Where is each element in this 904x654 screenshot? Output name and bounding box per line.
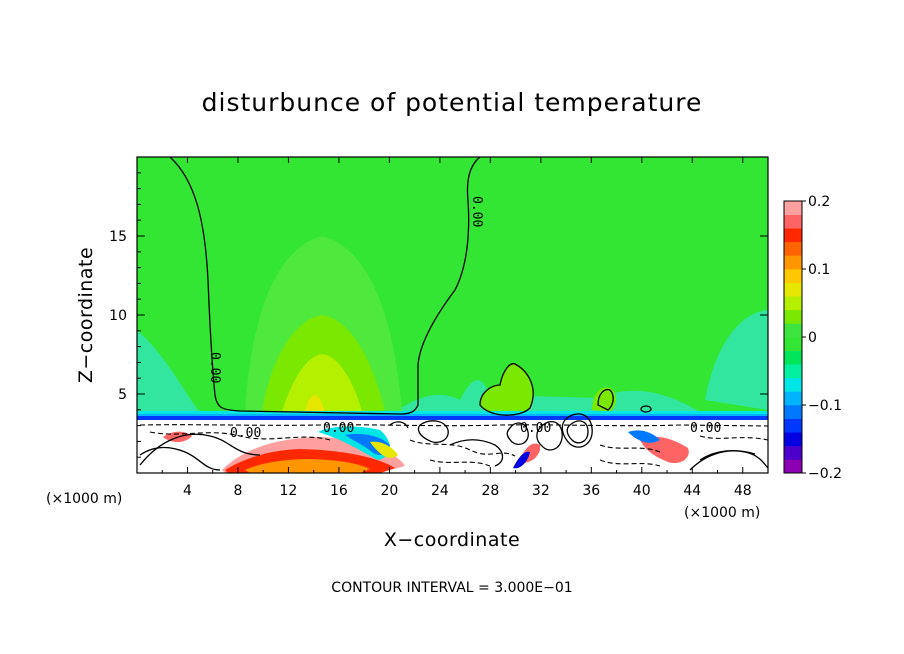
contours: [139, 157, 768, 471]
x-tick-label: 28: [481, 483, 499, 499]
bubble-37km: [592, 387, 616, 412]
colorbar-swatch: [784, 241, 802, 256]
y-tick-label: 10: [109, 308, 127, 324]
x-tick-label: 32: [532, 483, 550, 499]
y-tick-label: 15: [109, 229, 127, 245]
warm-core: [282, 354, 362, 412]
x-tick-label: 16: [330, 483, 348, 499]
colorbar-tick-label: −0.2: [808, 466, 842, 482]
colorbar: [783, 200, 803, 474]
colorbar-swatch: [784, 459, 802, 474]
contour-small-ring: [640, 405, 652, 413]
contour-label: 0.00: [520, 421, 551, 436]
bl-convective-blue: [513, 451, 530, 469]
y-axis-label: Z−coordinate: [75, 247, 97, 383]
contour-label: 0.00: [690, 421, 721, 436]
contour-37km-bubble: [597, 388, 614, 411]
chart-title: disturbunce of potential temperature: [202, 88, 703, 117]
colorbar-swatch: [784, 323, 802, 338]
colorbar-ticks: 0.2 0.1 0 −0.1 −0.2: [802, 194, 842, 482]
colorbar-swatch: [784, 418, 802, 433]
contour-interval-note: CONTOUR INTERVAL = 3.000E−01: [331, 580, 572, 596]
x-tick-label: 36: [582, 483, 600, 499]
contour-zero-left: [169, 157, 481, 415]
colorbar-swatch: [784, 296, 802, 311]
warm-core-2: [305, 395, 325, 412]
contour-cell-4: [506, 422, 529, 446]
inversion-blue: [137, 416, 768, 420]
contour-cell-5: [417, 420, 449, 444]
colorbar-tick-label: −0.1: [808, 398, 842, 414]
plot-area: [137, 157, 768, 473]
contour-labels: 0.00 0.00 0.00 0.00 0.00 0.00: [207, 196, 721, 441]
contour-cell-1: [536, 421, 563, 451]
colorbar-swatch: [784, 432, 802, 447]
x-tick-label: 4: [183, 483, 192, 499]
colorbar-swatch: [784, 309, 802, 324]
contour-label: 0.00: [207, 352, 222, 383]
x-axis-ticks: 4 8 12 16 20 24 28 32 36 40 44 48: [161, 157, 752, 499]
colorbar-tick-label: 0.2: [808, 194, 830, 210]
dashed-contour-5: [699, 435, 768, 441]
colorbar-swatch: [784, 377, 802, 392]
x-tick-label: 48: [734, 483, 752, 499]
contour-label: 0.00: [469, 196, 484, 227]
bl-right-blue: [628, 430, 660, 443]
y-unit-label: (×1000 m): [46, 491, 122, 507]
contour-cell-2: [561, 413, 593, 448]
colorbar-swatch: [784, 255, 802, 270]
cool-band: [137, 330, 200, 415]
x-tick-label: 8: [233, 483, 242, 499]
x-tick-label: 20: [380, 483, 398, 499]
dashed-contours: [139, 424, 768, 467]
colorbar-swatch: [784, 337, 802, 351]
x-tick-label: 44: [683, 483, 701, 499]
colorbar-tick-label: 0.1: [808, 262, 830, 278]
colorbar-swatch: [784, 282, 802, 297]
bl-yellow: [370, 441, 398, 458]
contour-bl-5: [699, 449, 756, 461]
cool-band-mid: [395, 380, 700, 412]
colorbar-swatch: [784, 364, 802, 379]
x-tick-label: 40: [633, 483, 651, 499]
dashed-contour-2: [149, 431, 331, 441]
contour-bl-3: [449, 439, 504, 467]
colorbar-swatch: [784, 228, 802, 243]
y-axis-ticks: 5 10 15: [109, 172, 768, 458]
colorbar-swatch: [784, 214, 802, 229]
x-tick-label: 24: [431, 483, 449, 499]
colorbar-tick-label: 0: [808, 330, 817, 346]
bubble-30km: [480, 363, 534, 416]
colorbar-swatch: [784, 405, 802, 419]
contour-label: 0.00: [230, 426, 261, 441]
contour-cell-3: [566, 420, 589, 444]
y-tick-label: 5: [118, 387, 127, 403]
contour-cell-6: [389, 421, 409, 429]
contour-30km-bubble: [479, 363, 534, 416]
x-unit-label: (×1000 m): [684, 505, 760, 521]
dashed-contour-1: [139, 424, 768, 427]
bl-right-warm: [640, 436, 689, 464]
colorbar-swatch: [784, 201, 802, 215]
colorbar-swatch: [784, 445, 802, 460]
colorbar-swatch: [784, 269, 802, 283]
x-axis-label: X−coordinate: [384, 529, 520, 551]
colorbar-swatch: [784, 391, 802, 406]
x-tick-label: 12: [280, 483, 298, 499]
cool-band-right: [705, 310, 768, 410]
colorbar-swatch: [784, 350, 802, 365]
dashed-contour-3: [409, 439, 516, 457]
contour-label: 0.00: [323, 421, 354, 436]
contour-bl-2: [139, 446, 221, 471]
